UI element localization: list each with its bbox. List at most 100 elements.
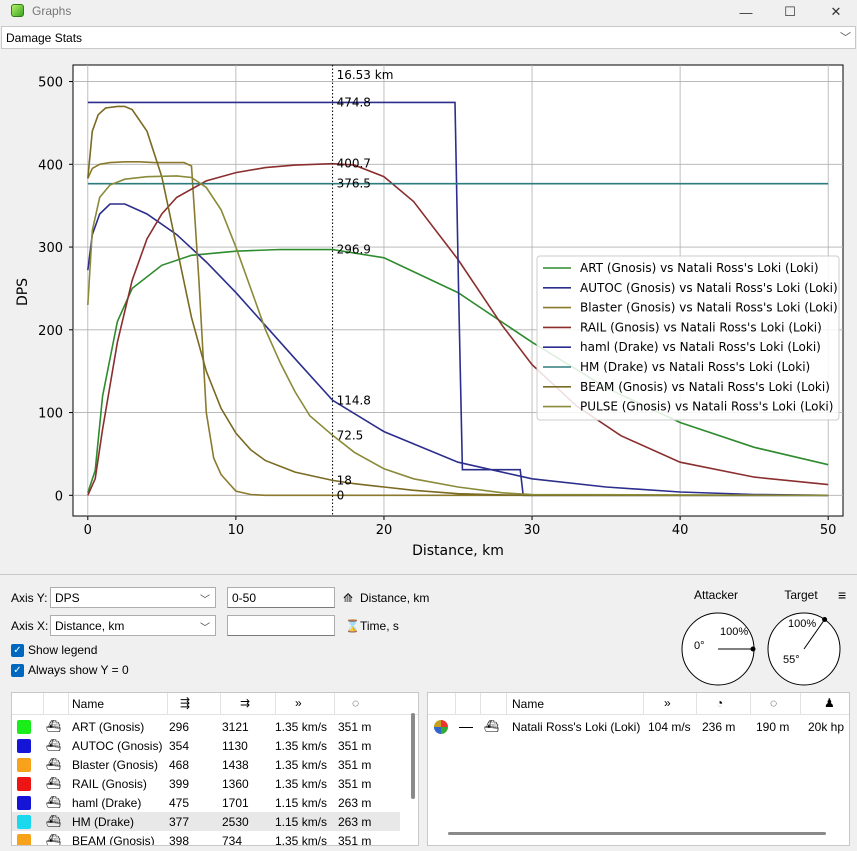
axis-x-label: Axis X: <box>11 619 49 633</box>
source-speed: 1.35 km/s <box>275 834 328 846</box>
axis-y-range-input[interactable]: 0-50 <box>227 587 335 608</box>
color-swatch[interactable] <box>17 777 31 791</box>
source-optimal: 398 <box>169 834 190 846</box>
checkmark-icon: ✓ <box>11 663 24 677</box>
color-swatch[interactable] <box>17 739 31 753</box>
table-row[interactable]: ⛴ ART (Gnosis) 296 3121 1.35 km/s 351 m <box>12 717 400 736</box>
falloff-icon[interactable]: ⇉ <box>240 696 251 710</box>
ship-icon[interactable]: ⛴ <box>46 738 62 752</box>
source-optimal: 468 <box>169 758 190 772</box>
horizontal-scrollbar[interactable] <box>448 832 826 835</box>
table-row[interactable]: ⛴ AUTOC (Gnosis) 354 1130 1.35 km/s 351 m <box>12 736 400 755</box>
table-row[interactable]: ⛴ RAIL (Gnosis) 399 1360 1.35 km/s 351 m <box>12 774 400 793</box>
source-speed: 1.35 km/s <box>275 777 328 791</box>
x-tick-label: 50 <box>820 523 837 538</box>
y-tick-label: 200 <box>38 324 63 339</box>
legend-entry: ART (Gnosis) vs Natali Ross's Loki (Loki… <box>580 261 819 275</box>
target-speed: 104 m/s <box>648 720 691 734</box>
column-header-name[interactable]: Name <box>512 697 545 711</box>
legend-entry: Blaster (Gnosis) vs Natali Ross's Loki (… <box>580 301 838 315</box>
targets-table-header: Name » ◔ ◌ ♟ <box>428 693 849 715</box>
column-header-name[interactable]: Name <box>72 697 105 711</box>
close-button[interactable]: ✕ <box>830 4 842 19</box>
table-row[interactable]: ⛴ Blaster (Gnosis) 468 1438 1.35 km/s 351 m <box>12 755 400 774</box>
table-row[interactable]: ⛴ Natali Ross's Loki (Loki) 104 m/s 236 m 19… <box>428 717 849 736</box>
x-tick-label: 40 <box>672 523 689 538</box>
vertical-scrollbar[interactable] <box>411 713 415 799</box>
axis-x-range-input[interactable] <box>227 615 335 636</box>
source-optimal: 399 <box>169 777 190 791</box>
damage-chart[interactable]: 0 10 20 30 40 50 0 100 200 300 400 500 16.53 km 474… <box>0 49 857 573</box>
speed-icon[interactable]: » <box>295 696 302 710</box>
axis-x-select[interactable]: Distance, km ﹀ <box>50 615 216 636</box>
color-swatch[interactable] <box>17 758 31 772</box>
checkmark-icon: ✓ <box>11 643 24 657</box>
color-swatch[interactable] <box>17 796 31 810</box>
color-swatch[interactable] <box>17 815 31 829</box>
source-name: ART (Gnosis) <box>72 720 145 734</box>
source-radius: 351 m <box>338 720 372 734</box>
series-line-1 <box>87 203 829 497</box>
target-angle: 55° <box>783 654 800 666</box>
minimize-button[interactable]: — <box>739 4 753 20</box>
source-name: BEAM (Gnosis) <box>72 834 155 846</box>
y-tick-label: 0 <box>55 489 63 504</box>
ship-icon[interactable]: ⛴ <box>46 795 62 809</box>
controls-panel: Axis Y: DPS ﹀ 0-50 ⟰ Distance, km Axis X… <box>0 574 857 851</box>
ship-icon[interactable]: ⛴ <box>46 719 62 733</box>
color-swatch[interactable] <box>17 720 31 734</box>
source-radius: 351 m <box>338 777 372 791</box>
menu-icon[interactable]: ≡ <box>838 587 847 603</box>
axis-y-select[interactable]: DPS ﹀ <box>50 587 216 608</box>
chevron-down-icon: ﹀ <box>200 595 210 606</box>
source-optimal: 377 <box>169 815 190 829</box>
source-falloff: 1360 <box>222 777 249 791</box>
source-falloff: 3121 <box>222 720 249 734</box>
radius-icon[interactable]: ◌ <box>770 696 778 710</box>
marker-value-label: 0 <box>337 488 345 502</box>
optimal-icon[interactable]: ⇶ <box>180 696 191 710</box>
target-dial[interactable] <box>764 609 844 689</box>
ship-icon[interactable]: ⛴ <box>46 833 62 846</box>
target-radius: 190 m <box>756 720 790 734</box>
radius-icon[interactable]: ◌ <box>352 696 360 710</box>
source-speed: 1.15 km/s <box>275 815 328 829</box>
x-tick-label: 0 <box>84 523 92 538</box>
maximize-button[interactable]: ☐ <box>784 4 796 19</box>
ship-icon[interactable]: ⛴ <box>46 814 62 828</box>
source-radius: 263 m <box>338 815 372 829</box>
attacker-dial[interactable] <box>678 609 758 689</box>
show-legend-checkbox[interactable]: ✓ Show legend <box>11 643 97 657</box>
table-row[interactable]: ⛴ HM (Drake) 377 2530 1.15 km/s 263 m <box>12 812 400 831</box>
legend: ART (Gnosis) vs Natali Ross's Loki (Loki… <box>536 255 840 421</box>
chevron-down-icon: ﹀ <box>840 32 851 44</box>
source-speed: 1.15 km/s <box>275 796 328 810</box>
show-legend-label: Show legend <box>28 643 98 657</box>
line-style-icon <box>459 727 473 728</box>
source-radius: 351 m <box>338 834 372 846</box>
marker-value-label: 18 <box>337 473 352 487</box>
axis-y-label: Axis Y: <box>11 591 48 605</box>
axis-y-extra-label: Distance, km <box>360 591 430 605</box>
ship-icon[interactable]: ⛴ <box>484 719 500 733</box>
color-swatch[interactable] <box>17 834 31 845</box>
targets-table: Name » ◔ ◌ ♟ ⛴ Natali Ross's Loki (Loki) 1… <box>427 692 850 846</box>
app-icon <box>11 4 24 17</box>
chevron-down-icon: ﹀ <box>200 623 210 634</box>
legend-entry: HM (Drake) vs Natali Ross's Loki (Loki) <box>580 360 810 374</box>
graph-type-select[interactable]: Damage Stats ﹀ <box>1 26 856 49</box>
speed-icon[interactable]: » <box>664 696 671 710</box>
sources-table-header: Name ⇶ ⇉ » ◌ <box>12 693 418 715</box>
plot-area[interactable]: 0 10 20 30 40 50 0 100 200 300 400 500 16.53 km 474… <box>0 49 857 573</box>
profile-icon[interactable] <box>434 720 448 734</box>
x-tick-label: 10 <box>228 523 245 538</box>
table-row[interactable]: ⛴ BEAM (Gnosis) 398 734 1.35 km/s 351 m <box>12 831 400 846</box>
ship-icon[interactable]: ⛴ <box>46 757 62 771</box>
target-percent: 100% <box>788 618 817 630</box>
signature-icon[interactable]: ◔ <box>716 696 724 710</box>
always-show-y0-checkbox[interactable]: ✓ Always show Y = 0 <box>11 663 129 677</box>
table-row[interactable]: ⛴ haml (Drake) 475 1701 1.15 km/s 263 m <box>12 793 400 812</box>
x-axis-label: Distance, km <box>412 543 504 559</box>
ship-icon[interactable]: ⛴ <box>46 776 62 790</box>
hp-icon[interactable]: ♟ <box>824 696 835 710</box>
